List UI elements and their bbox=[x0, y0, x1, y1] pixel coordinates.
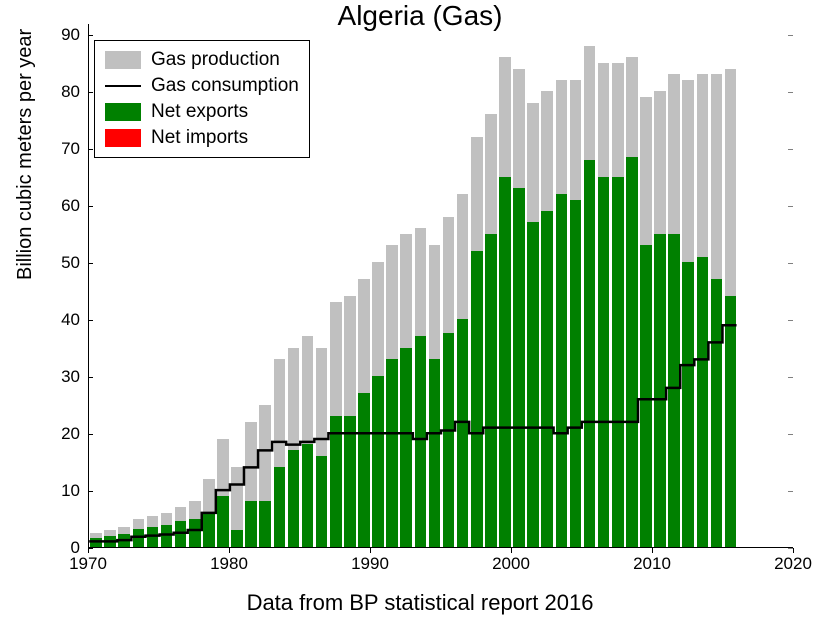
x-tick-mark bbox=[652, 548, 653, 553]
legend-swatch-imports bbox=[105, 129, 141, 147]
legend-label: Gas consumption bbox=[151, 75, 299, 97]
y-tick-mark-right bbox=[788, 377, 793, 378]
legend-line-consumption bbox=[105, 85, 141, 88]
y-tick-label: 10 bbox=[61, 481, 80, 501]
legend: Gas production Gas consumption Net expor… bbox=[94, 40, 310, 158]
y-tick-mark bbox=[88, 434, 93, 435]
legend-item-imports: Net imports bbox=[105, 125, 299, 151]
legend-label: Net exports bbox=[151, 101, 248, 123]
legend-swatch-exports bbox=[105, 103, 141, 121]
legend-item-exports: Net exports bbox=[105, 99, 299, 125]
x-axis-label: Data from BP statistical report 2016 bbox=[0, 590, 840, 616]
y-tick-mark bbox=[88, 491, 93, 492]
x-tick-label: 2020 bbox=[774, 554, 812, 574]
y-tick-mark-right bbox=[788, 434, 793, 435]
y-tick-mark bbox=[88, 263, 93, 264]
y-tick-mark bbox=[88, 377, 93, 378]
legend-swatch-production bbox=[105, 51, 141, 69]
x-tick-label: 1980 bbox=[210, 554, 248, 574]
y-tick-mark-right bbox=[788, 263, 793, 264]
y-tick-label: 20 bbox=[61, 424, 80, 444]
y-tick-mark bbox=[88, 320, 93, 321]
y-tick-label: 90 bbox=[61, 25, 80, 45]
y-tick-mark-right bbox=[788, 206, 793, 207]
y-tick-mark bbox=[88, 92, 93, 93]
legend-label: Net imports bbox=[151, 127, 248, 149]
y-tick-label: 30 bbox=[61, 367, 80, 387]
x-tick-label: 1990 bbox=[351, 554, 389, 574]
y-tick-label: 80 bbox=[61, 82, 80, 102]
legend-label: Gas production bbox=[151, 49, 280, 71]
y-tick-label: 70 bbox=[61, 139, 80, 159]
x-tick-label: 2000 bbox=[492, 554, 530, 574]
x-tick-label: 2010 bbox=[633, 554, 671, 574]
y-tick-label: 40 bbox=[61, 310, 80, 330]
y-tick-mark bbox=[88, 35, 93, 36]
y-tick-label: 50 bbox=[61, 253, 80, 273]
consumption-step-line bbox=[89, 325, 736, 541]
y-tick-mark-right bbox=[788, 149, 793, 150]
y-axis-label: Billion cubic meters per year bbox=[14, 29, 37, 280]
y-tick-mark-right bbox=[788, 320, 793, 321]
y-tick-mark-right bbox=[788, 35, 793, 36]
legend-item-production: Gas production bbox=[105, 47, 299, 73]
x-tick-mark bbox=[229, 548, 230, 553]
x-tick-mark bbox=[370, 548, 371, 553]
y-tick-mark bbox=[88, 149, 93, 150]
y-tick-mark-right bbox=[788, 491, 793, 492]
legend-item-consumption: Gas consumption bbox=[105, 73, 299, 99]
y-tick-label: 60 bbox=[61, 196, 80, 216]
x-tick-mark bbox=[88, 548, 89, 553]
x-tick-mark bbox=[793, 548, 794, 553]
x-tick-mark bbox=[511, 548, 512, 553]
x-tick-label: 1970 bbox=[69, 554, 107, 574]
y-tick-mark-right bbox=[788, 92, 793, 93]
y-tick-mark bbox=[88, 206, 93, 207]
